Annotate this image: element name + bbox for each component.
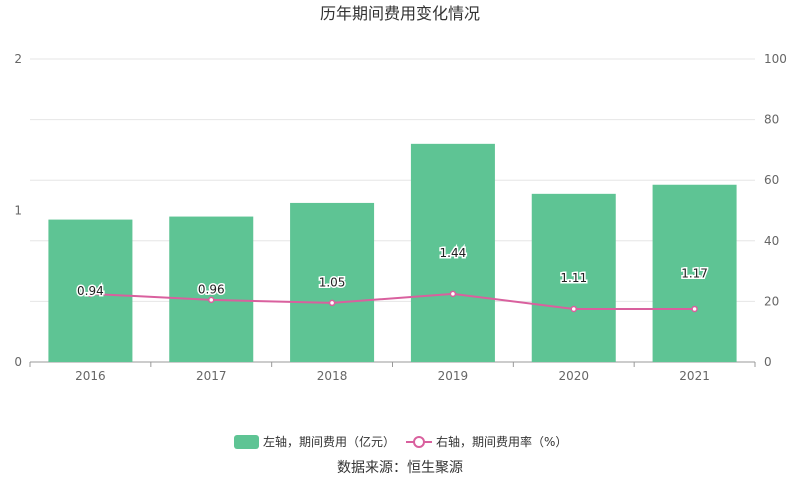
right-tick-label: 0 bbox=[764, 355, 772, 369]
x-tick-label: 2016 bbox=[75, 369, 106, 383]
grid-lines bbox=[30, 58, 755, 363]
left-tick-label: 0 bbox=[14, 355, 22, 369]
line-point bbox=[449, 290, 457, 298]
legend-bar-swatch bbox=[234, 435, 259, 449]
x-tick-label: 2020 bbox=[558, 369, 589, 383]
bar bbox=[290, 202, 375, 362]
line-point bbox=[328, 299, 336, 307]
bar bbox=[169, 216, 254, 362]
x-tick-label: 2017 bbox=[196, 369, 227, 383]
line-point bbox=[208, 296, 215, 304]
bar-value-label: 1.17 bbox=[681, 266, 708, 280]
line-point bbox=[570, 305, 577, 313]
right-tick-label: 80 bbox=[764, 113, 779, 127]
right-tick-label: 40 bbox=[764, 234, 779, 248]
line-path bbox=[90, 292, 695, 310]
right-tick-label: 60 bbox=[764, 173, 779, 187]
right-tick-label: 100 bbox=[764, 52, 787, 66]
line-point bbox=[87, 290, 94, 298]
x-tick-label: 2021 bbox=[679, 369, 710, 383]
bar-series bbox=[48, 143, 737, 362]
legend-item-bar[interactable]: 左轴，期间费用（亿元） bbox=[234, 434, 395, 449]
legend-line-label: 右轴，期间费用率（%） bbox=[436, 434, 567, 449]
left-axis-ticks: 0 1 2 bbox=[14, 52, 22, 369]
legend[interactable]: 左轴，期间费用（亿元） 右轴，期间费用率（%） bbox=[234, 434, 567, 449]
x-tick-label: 2019 bbox=[438, 369, 469, 383]
bar bbox=[531, 193, 616, 362]
legend-bar-label: 左轴，期间费用（亿元） bbox=[263, 434, 395, 449]
left-tick-label: 1 bbox=[14, 204, 22, 218]
bar-value-label: 0.96 bbox=[198, 282, 225, 296]
chart-title: 历年期间费用变化情况 bbox=[320, 4, 480, 23]
bar-value-label: 0.94 bbox=[77, 284, 104, 298]
bar bbox=[652, 184, 737, 362]
source-note: 数据来源：恒生聚源 bbox=[337, 460, 463, 476]
right-tick-label: 20 bbox=[764, 294, 779, 308]
bar-value-label: 1.44 bbox=[440, 246, 467, 260]
x-axis: 2016 2017 2018 2019 2020 2021 bbox=[29, 362, 756, 383]
legend-item-line[interactable]: 右轴，期间费用率（%） bbox=[406, 434, 567, 449]
bar-value-label: 1.05 bbox=[319, 275, 346, 289]
bar-value-label: 1.11 bbox=[560, 271, 587, 285]
line-series bbox=[87, 290, 698, 313]
data-labels: 0.94 0.96 1.05 1.44 1.11 1.17 bbox=[76, 244, 710, 299]
x-tick-label: 2018 bbox=[317, 369, 348, 383]
right-axis-ticks: 0 20 40 60 80 100 bbox=[764, 52, 787, 369]
bar bbox=[410, 143, 495, 362]
line-point bbox=[691, 305, 698, 313]
left-tick-label: 2 bbox=[14, 52, 22, 66]
legend-line-marker bbox=[413, 436, 425, 448]
